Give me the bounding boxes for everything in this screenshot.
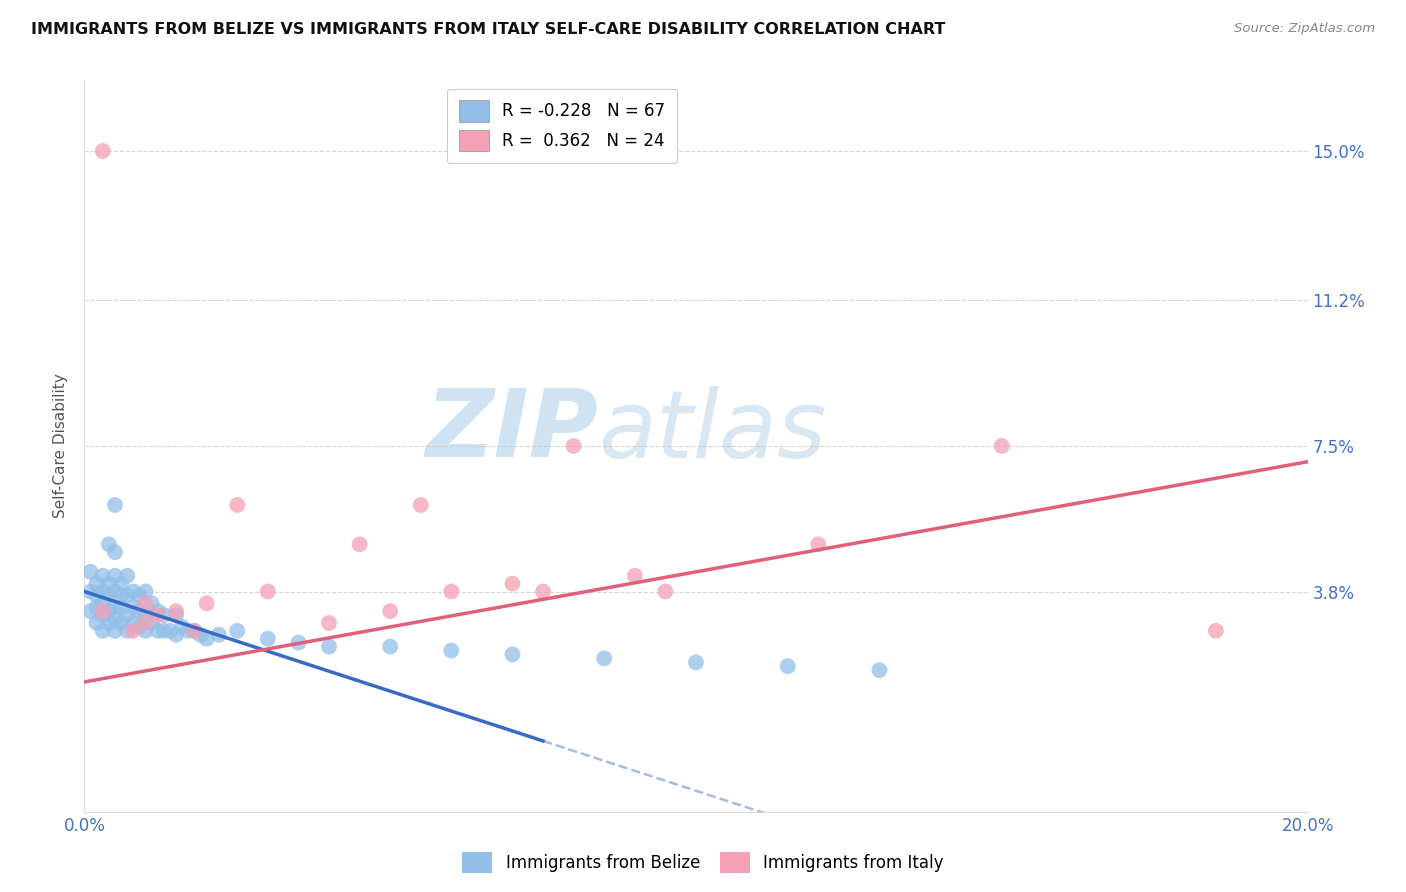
Point [110, 615, 132, 630]
Point [135, 624, 157, 638]
Point [104, 600, 127, 615]
Point [104, 568, 127, 582]
Point [440, 643, 463, 657]
Point [195, 632, 218, 646]
Point [110, 576, 132, 591]
Point [654, 584, 676, 599]
Legend: Immigrants from Belize, Immigrants from Italy: Immigrants from Belize, Immigrants from … [456, 846, 950, 880]
Point [318, 615, 340, 630]
Legend: R = -0.228   N = 67, R =  0.362   N = 24: R = -0.228 N = 67, R = 0.362 N = 24 [447, 88, 678, 163]
Point [91, 144, 114, 158]
Point [79, 565, 101, 579]
Point [110, 589, 132, 603]
Point [146, 604, 169, 618]
Point [115, 568, 138, 582]
Point [91, 624, 114, 638]
Point [91, 608, 114, 623]
Point [172, 620, 194, 634]
Point [153, 624, 176, 638]
Point [190, 628, 212, 642]
Point [97, 589, 120, 603]
Point [104, 584, 127, 599]
Point [349, 537, 371, 551]
Point [177, 624, 200, 638]
Point [257, 632, 280, 646]
Point [195, 596, 218, 610]
Point [97, 537, 120, 551]
Point [135, 584, 157, 599]
Point [257, 584, 280, 599]
Text: Source: ZipAtlas.com: Source: ZipAtlas.com [1234, 22, 1375, 36]
Point [91, 604, 114, 618]
Point [128, 620, 150, 634]
Point [115, 624, 138, 638]
Point [97, 615, 120, 630]
Point [165, 608, 187, 623]
Point [135, 615, 157, 630]
Point [440, 584, 463, 599]
Point [380, 640, 402, 654]
Text: IMMIGRANTS FROM BELIZE VS IMMIGRANTS FROM ITALY SELF-CARE DISABILITY CORRELATION: IMMIGRANTS FROM BELIZE VS IMMIGRANTS FRO… [31, 22, 945, 37]
Point [86, 615, 108, 630]
Point [79, 584, 101, 599]
Point [159, 624, 181, 638]
Point [135, 608, 157, 623]
Point [104, 624, 127, 638]
Point [208, 628, 231, 642]
Point [110, 600, 132, 615]
Point [122, 615, 145, 630]
Point [128, 604, 150, 618]
Point [104, 612, 127, 626]
Point [409, 498, 432, 512]
Point [146, 608, 169, 623]
Point [226, 624, 249, 638]
Point [91, 584, 114, 599]
Point [685, 655, 707, 669]
Point [97, 604, 120, 618]
Point [531, 584, 554, 599]
Point [141, 615, 163, 630]
Point [86, 576, 108, 591]
Point [318, 640, 340, 654]
Point [141, 596, 163, 610]
Point [165, 604, 187, 618]
Point [86, 600, 108, 615]
Point [104, 545, 127, 559]
Point [1205, 624, 1227, 638]
Point [287, 635, 309, 649]
Point [122, 600, 145, 615]
Y-axis label: Self-Care Disability: Self-Care Disability [53, 374, 69, 518]
Point [128, 589, 150, 603]
Point [91, 568, 114, 582]
Point [593, 651, 616, 665]
Point [776, 659, 799, 673]
Point [86, 589, 108, 603]
Point [165, 628, 187, 642]
Point [624, 568, 647, 582]
Point [104, 498, 127, 512]
Text: atlas: atlas [598, 386, 827, 477]
Point [79, 604, 101, 618]
Point [502, 648, 524, 662]
Point [153, 608, 176, 623]
Point [97, 576, 120, 591]
Point [122, 584, 145, 599]
Point [115, 589, 138, 603]
Text: ZIP: ZIP [425, 385, 598, 477]
Point [562, 439, 585, 453]
Point [183, 624, 205, 638]
Point [502, 576, 524, 591]
Point [991, 439, 1014, 453]
Point [146, 624, 169, 638]
Point [183, 624, 205, 638]
Point [807, 537, 830, 551]
Point [115, 608, 138, 623]
Point [122, 624, 145, 638]
Point [869, 663, 891, 677]
Point [135, 596, 157, 610]
Point [380, 604, 402, 618]
Point [226, 498, 249, 512]
Point [91, 596, 114, 610]
